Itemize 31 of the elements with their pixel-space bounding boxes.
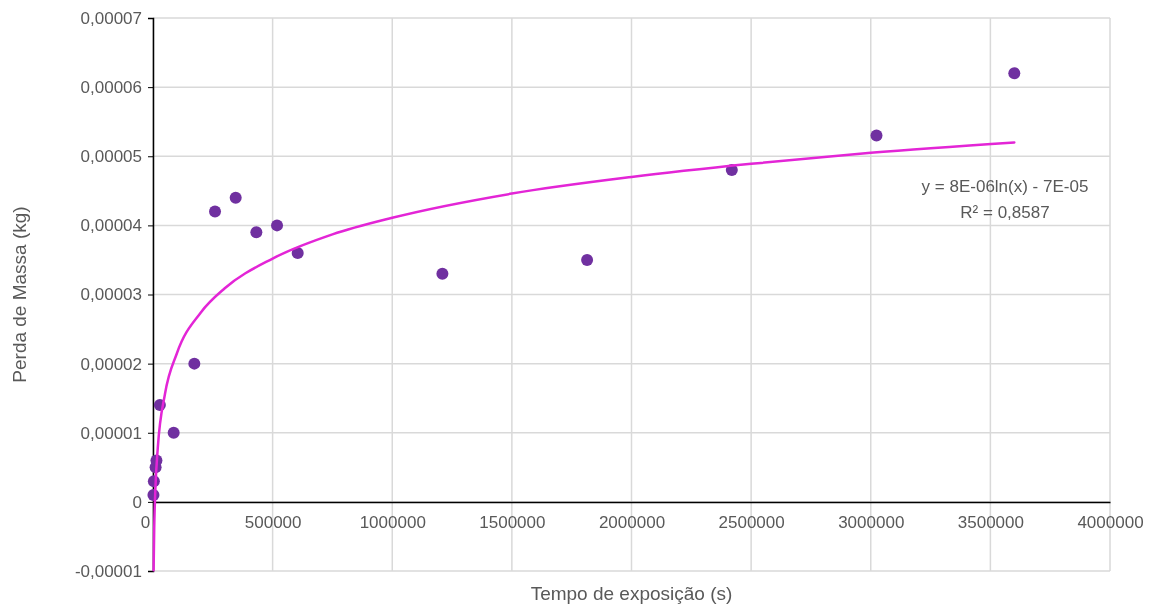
x-tick-label: 2500000 <box>718 512 785 532</box>
point <box>436 267 449 280</box>
point <box>271 219 284 232</box>
x-axis-title: Tempo de exposição (s) <box>530 583 733 604</box>
annotation: y = 8E-06ln(x) - 7E-05 <box>921 177 1089 196</box>
x-tick-label: 2000000 <box>598 512 666 532</box>
annotation: R² = 0,8587 <box>960 203 1050 222</box>
y-tick-label: -0,00001 <box>74 561 142 581</box>
y-tick-label: 0,00003 <box>80 285 142 305</box>
y-tick-label: 0,00004 <box>80 216 142 236</box>
x-tick-label: 1500000 <box>479 512 546 532</box>
point <box>250 226 263 239</box>
point <box>188 357 201 370</box>
x-tick-label: 3500000 <box>957 512 1024 532</box>
point <box>229 191 242 204</box>
y-tick-label: 0,00002 <box>80 354 142 374</box>
point <box>581 253 594 266</box>
y-axis-title: Perda de Massa (kg) <box>9 206 30 383</box>
point <box>167 426 180 439</box>
y-tick-label: 0,00001 <box>80 423 142 443</box>
y-tick-label: 0,00006 <box>80 78 142 98</box>
y-tick-label: 0,00005 <box>80 147 142 167</box>
point <box>1008 67 1021 80</box>
y-tick-label: 0 <box>132 492 142 512</box>
x-tick-label: 4000000 <box>1077 512 1144 532</box>
point <box>209 205 222 218</box>
x-tick-label: 500000 <box>244 512 302 532</box>
point <box>870 129 883 142</box>
x-tick-label: 3000000 <box>838 512 905 532</box>
y-tick-label: 0,00007 <box>80 8 142 28</box>
x-tick-label: 1000000 <box>359 512 426 532</box>
